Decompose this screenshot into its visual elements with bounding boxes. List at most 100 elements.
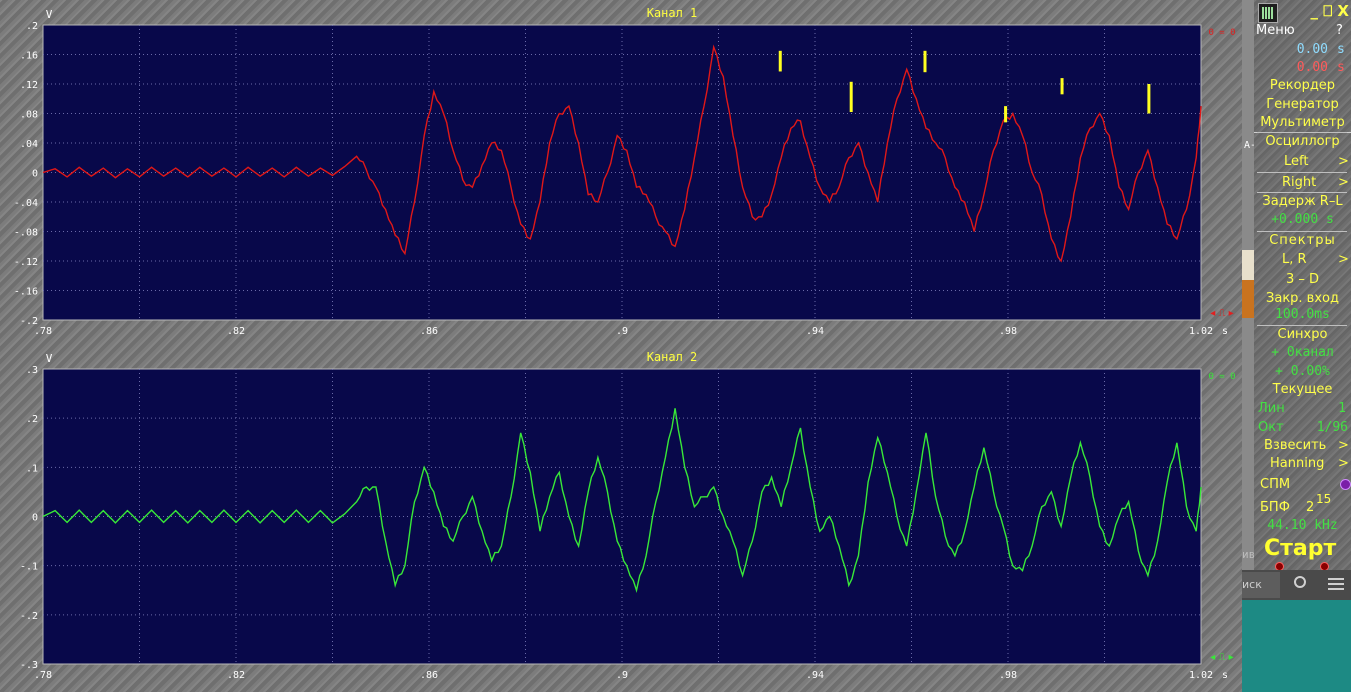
- three-d-button[interactable]: 3 – D: [1285, 272, 1320, 287]
- spm-indicator-icon: [1340, 479, 1351, 490]
- x-tick-label: .86: [420, 326, 438, 337]
- y-tick-label: -.3: [20, 660, 38, 671]
- closed-input-value[interactable]: 100.0ms: [1275, 307, 1330, 322]
- x-tick-label: .9: [616, 326, 628, 337]
- oscillograph-button[interactable]: Осциллогр: [1265, 134, 1340, 149]
- time-readout-1: 0.00: [1296, 42, 1328, 57]
- y-tick-label: .16: [20, 51, 38, 62]
- left-channel-button[interactable]: Left: [1284, 154, 1309, 169]
- y-tick-label: .3: [26, 365, 38, 376]
- spectra-button[interactable]: Спектры: [1269, 233, 1336, 248]
- y-tick-label: -.08: [14, 228, 38, 239]
- y-tick-label: 0: [32, 169, 38, 180]
- y-tick-label: .12: [20, 80, 38, 91]
- app-logo-icon: [1258, 3, 1278, 23]
- x-tick-label: .82: [227, 326, 245, 337]
- y-tick-label: .2: [26, 21, 38, 32]
- menu-icon[interactable]: [1328, 578, 1344, 592]
- weigh-arrow-icon[interactable]: >: [1338, 438, 1349, 453]
- spm-button[interactable]: СПМ: [1260, 477, 1291, 492]
- oscilloscope-window: .2.16.12.08.04 0 -.04 -.08 -.12 -.16 -.2.78.82…: [0, 0, 1242, 692]
- hanning-arrow-icon[interactable]: >: [1338, 456, 1349, 471]
- sync-percent[interactable]: + 0.00%: [1275, 364, 1330, 379]
- zero-marker-label: 0 = 0: [1208, 28, 1235, 38]
- background-search-field[interactable]: иск: [1242, 572, 1280, 598]
- y-tick-label: 0: [32, 513, 38, 524]
- weigh-button[interactable]: Взвесить: [1264, 438, 1327, 453]
- y-unit-label: V: [46, 352, 53, 365]
- delay-value[interactable]: +0.000 s: [1271, 212, 1334, 227]
- search-icon[interactable]: [1294, 576, 1306, 588]
- lr-arrow-icon[interactable]: >: [1338, 252, 1349, 267]
- background-window-strip: A- ив: [1242, 0, 1256, 692]
- channel-2-plot: .3 .2 .1 0 -.1 -.2 -.3.78 .82 .86 .9 .94 .98 1.02 s V К…: [20, 350, 1236, 681]
- right-channel-button[interactable]: Right: [1282, 175, 1317, 190]
- x-tick-label: .82: [227, 670, 245, 681]
- channel-title: Канал 1: [647, 6, 698, 20]
- x-tick-label: .9: [616, 670, 628, 681]
- grid: [43, 25, 1201, 320]
- sample-rate[interactable]: 44.10 kHz: [1267, 518, 1338, 533]
- window-controls[interactable]: _ ⎕ X: [1310, 2, 1349, 20]
- hanning-button[interactable]: Hanning: [1270, 456, 1325, 471]
- x-tick-label: .86: [420, 670, 438, 681]
- closed-input-label[interactable]: Закр. вход: [1266, 291, 1339, 306]
- generator-button[interactable]: Генератор: [1266, 97, 1339, 112]
- y-tick-label: -.12: [14, 257, 38, 268]
- y-tick-label: .1: [26, 463, 38, 474]
- channel-title: Канал 2: [647, 350, 698, 364]
- x-tick-label: .78: [34, 670, 52, 681]
- x-tick-label: .78: [34, 326, 52, 337]
- sync-button[interactable]: Синхро: [1277, 327, 1328, 342]
- control-panel: _ ⎕ X Меню ? 0.00 s 0.00 s Рекордер Гене…: [1254, 0, 1351, 578]
- y-tick-label: -.1: [20, 562, 38, 573]
- background-text-a: A-: [1244, 140, 1257, 151]
- delay-label[interactable]: Задерж R–L: [1262, 194, 1343, 209]
- x-unit-label: s: [1222, 670, 1228, 681]
- time-readout-1-unit: s: [1337, 42, 1345, 57]
- right-arrow-icon[interactable]: >: [1338, 175, 1349, 190]
- signal-trace: [42, 408, 1202, 593]
- signal-trace: [42, 44, 1202, 263]
- time-readout-2: 0.00: [1296, 60, 1328, 75]
- y-tick-label: -.16: [14, 287, 38, 298]
- x-unit-label: s: [1222, 326, 1228, 337]
- lr-spectrum-button[interactable]: L, R: [1282, 252, 1307, 267]
- x-tick-label: .98: [999, 326, 1017, 337]
- left-arrow-icon[interactable]: >: [1338, 154, 1349, 169]
- lin-label[interactable]: Лин: [1258, 401, 1285, 416]
- fft-base[interactable]: 2: [1306, 500, 1315, 515]
- fft-exponent[interactable]: 15: [1316, 492, 1332, 506]
- x-tick-label: .94: [806, 670, 824, 681]
- y-tick-label: -.2: [20, 316, 38, 327]
- oct-label[interactable]: Окт: [1258, 420, 1284, 435]
- recorder-button[interactable]: Рекордер: [1269, 78, 1336, 93]
- x-tick-label: 1.02: [1189, 326, 1213, 337]
- y-unit-label: V: [46, 8, 53, 21]
- oct-value[interactable]: 1/96: [1316, 420, 1348, 435]
- background-text-iv: ив: [1242, 548, 1256, 561]
- fft-label[interactable]: БПФ: [1260, 500, 1290, 515]
- grid: [43, 369, 1201, 664]
- x-tick-label: 1.02: [1189, 670, 1213, 681]
- zero-marker-label: 0 = 0: [1208, 372, 1235, 382]
- time-readout-2-unit: s: [1337, 60, 1345, 75]
- scroll-navigator[interactable]: ◂ ⎍ ▸: [1210, 652, 1233, 663]
- help-button[interactable]: ?: [1336, 23, 1343, 38]
- scroll-navigator[interactable]: ◂ ⎍ ▸: [1210, 308, 1233, 319]
- lin-value[interactable]: 1: [1338, 401, 1346, 416]
- y-tick-label: -.04: [14, 198, 38, 209]
- y-tick-label: .2: [26, 414, 38, 425]
- y-tick-label: .04: [20, 139, 38, 150]
- start-button[interactable]: Старт: [1264, 536, 1337, 561]
- y-tick-label: .08: [20, 110, 38, 121]
- y-tick-label: -.2: [20, 611, 38, 622]
- sync-channel[interactable]: + 0канал: [1271, 345, 1334, 360]
- x-tick-label: .98: [999, 670, 1017, 681]
- x-tick-label: .94: [806, 326, 824, 337]
- multimeter-button[interactable]: Мультиметр: [1254, 114, 1351, 133]
- channel-1-plot: .2 .16 .12 .08 .04 0 -.04 -.08 -.12 -.16 -.2.78 .82…: [14, 6, 1236, 337]
- current-label[interactable]: Текущее: [1272, 382, 1333, 397]
- menu-button[interactable]: Меню: [1256, 23, 1295, 38]
- background-toolbar: иск: [1242, 570, 1351, 600]
